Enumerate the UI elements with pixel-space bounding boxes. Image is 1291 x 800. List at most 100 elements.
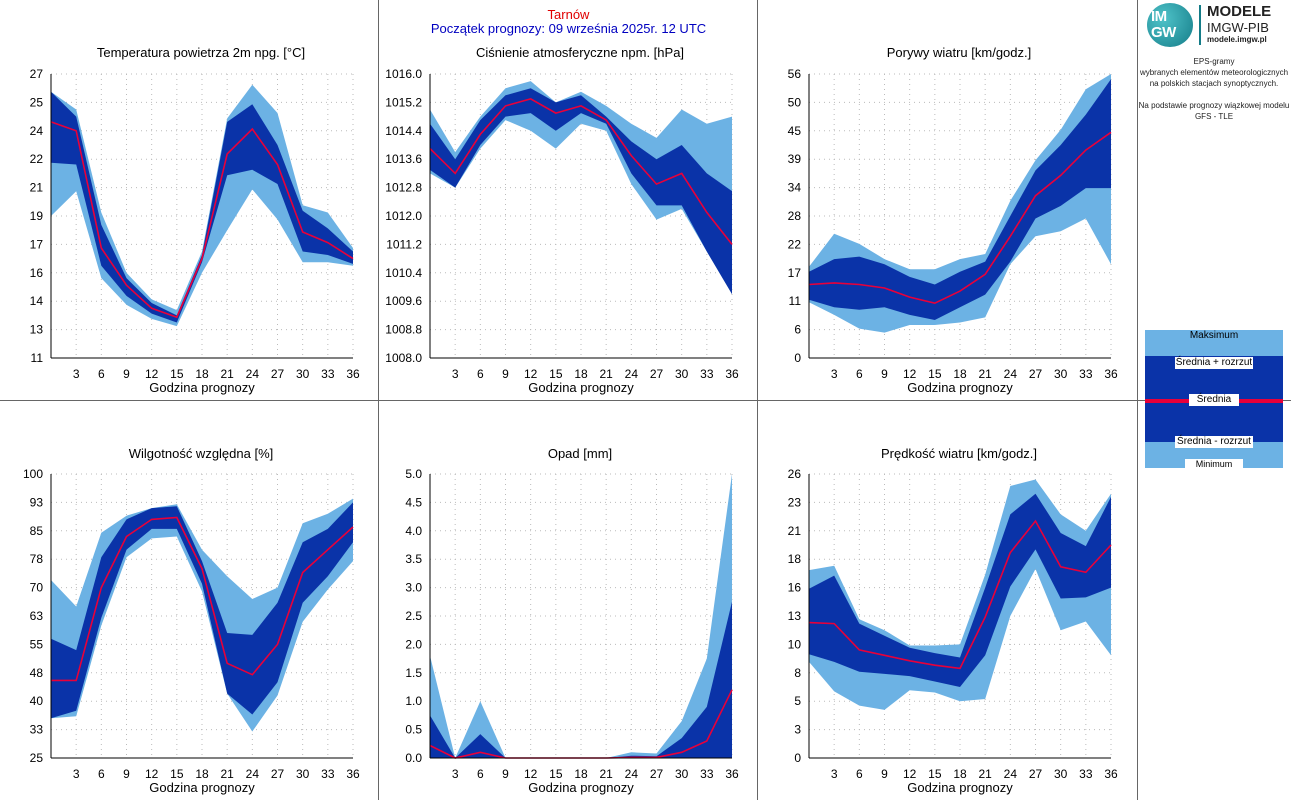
y-tick-label: 70 bbox=[30, 581, 44, 595]
x-tick-label: 18 bbox=[574, 367, 588, 381]
band-mean-spread bbox=[51, 91, 353, 323]
y-tick-label: 17 bbox=[788, 266, 802, 280]
mean-line bbox=[51, 516, 354, 682]
y-tick-label: 5.0 bbox=[405, 467, 422, 481]
chart-title: Opad [mm] bbox=[548, 446, 612, 461]
y-tick-label: 22 bbox=[788, 237, 802, 251]
x-tick-label: 36 bbox=[1104, 767, 1118, 781]
x-tick-label: 15 bbox=[170, 767, 184, 781]
legend-label-min: Minimum bbox=[1185, 459, 1243, 469]
y-tick-label: 17 bbox=[30, 237, 44, 251]
x-tick-label: 3 bbox=[452, 367, 459, 381]
x-tick-label: 18 bbox=[953, 367, 967, 381]
x-tick-label: 27 bbox=[650, 767, 664, 781]
band-mean-spread bbox=[51, 502, 353, 719]
x-tick-label: 21 bbox=[599, 767, 613, 781]
x-tick-label: 6 bbox=[477, 367, 484, 381]
y-tick-label: 0.5 bbox=[405, 723, 422, 737]
forecast-start: Początek prognozy: 09 września 2025r. 12… bbox=[430, 21, 707, 36]
x-tick-label: 9 bbox=[502, 367, 509, 381]
legend-label-max: Maksimum bbox=[1145, 330, 1283, 342]
x-tick-label: 6 bbox=[856, 367, 863, 381]
y-tick-label: 23 bbox=[788, 495, 802, 509]
x-axis-label: Godzina prognozy bbox=[149, 780, 255, 795]
y-tick-label: 1011.2 bbox=[386, 237, 422, 251]
y-tick-label: 85 bbox=[30, 524, 44, 538]
x-tick-label: 27 bbox=[271, 767, 285, 781]
x-tick-label: 15 bbox=[549, 767, 563, 781]
band-mean-spread bbox=[809, 79, 1111, 320]
y-tick-label: 2.0 bbox=[405, 637, 422, 651]
x-tick-label: 30 bbox=[675, 367, 689, 381]
x-tick-label: 3 bbox=[73, 767, 80, 781]
mean-line bbox=[50, 121, 354, 319]
x-tick-label: 21 bbox=[978, 367, 992, 381]
x-tick-label: 36 bbox=[346, 767, 360, 781]
brand-imgw: IMGW-PIB bbox=[1207, 20, 1269, 35]
x-tick-label: 36 bbox=[346, 367, 360, 381]
y-tick-label: 21 bbox=[788, 524, 802, 538]
imgw-logo[interactable]: IM GW MODELE IMGW-PIB modele.imgw.pl bbox=[1145, 3, 1285, 47]
x-tick-label: 24 bbox=[246, 367, 260, 381]
chart-title: Prędkość wiatru [km/godz.] bbox=[881, 446, 1037, 461]
chart-title: Temperatura powietrza 2m npg. [°C] bbox=[97, 45, 305, 60]
y-tick-label: 1.5 bbox=[405, 666, 422, 680]
x-tick-label: 9 bbox=[502, 767, 509, 781]
x-tick-label: 6 bbox=[98, 767, 105, 781]
x-tick-label: 24 bbox=[1004, 767, 1018, 781]
y-tick-label: 18 bbox=[788, 552, 802, 566]
logo-emblem bbox=[1147, 3, 1193, 47]
legend-label-mean: Średnia bbox=[1189, 394, 1239, 406]
x-tick-label: 15 bbox=[549, 367, 563, 381]
x-tick-label: 36 bbox=[725, 367, 739, 381]
x-tick-label: 12 bbox=[145, 367, 159, 381]
x-tick-label: 27 bbox=[650, 367, 664, 381]
x-tick-label: 21 bbox=[599, 367, 613, 381]
chart-pressure: Ciśnienie atmosferyczne npm. [hPa] 1008.0… bbox=[385, 45, 739, 395]
y-tick-label: 1012.8 bbox=[385, 181, 422, 195]
y-tick-label: 3.5 bbox=[405, 552, 422, 566]
x-tick-label: 18 bbox=[574, 767, 588, 781]
x-tick-label: 30 bbox=[1054, 367, 1068, 381]
x-tick-label: 12 bbox=[903, 367, 917, 381]
legend-label-mean-plus: Średnia + rozrzut bbox=[1175, 357, 1253, 369]
x-tick-label: 18 bbox=[195, 367, 209, 381]
y-tick-label: 63 bbox=[30, 609, 44, 623]
brand-url[interactable]: modele.imgw.pl bbox=[1207, 35, 1267, 44]
side-text-1: EPS-gramy bbox=[1193, 57, 1235, 66]
y-tick-label: 48 bbox=[30, 666, 44, 680]
x-tick-label: 27 bbox=[1029, 767, 1043, 781]
side-text-4: Na podstawie prognozy wiązkowej modelu bbox=[1138, 101, 1290, 110]
x-tick-label: 21 bbox=[220, 767, 234, 781]
x-tick-label: 24 bbox=[625, 367, 639, 381]
x-tick-label: 15 bbox=[170, 367, 184, 381]
y-tick-label: 19 bbox=[30, 209, 44, 223]
y-tick-label: 39 bbox=[788, 152, 802, 166]
x-tick-label: 36 bbox=[1104, 367, 1118, 381]
x-tick-label: 18 bbox=[195, 767, 209, 781]
x-tick-label: 9 bbox=[123, 367, 130, 381]
y-tick-label: 93 bbox=[30, 495, 44, 509]
x-tick-label: 9 bbox=[881, 367, 888, 381]
x-tick-label: 9 bbox=[881, 767, 888, 781]
x-tick-label: 3 bbox=[831, 367, 838, 381]
y-tick-label: 25 bbox=[30, 95, 44, 109]
y-tick-label: 13 bbox=[788, 609, 802, 623]
y-tick-label: 1016.0 bbox=[385, 67, 422, 81]
x-tick-label: 33 bbox=[1079, 367, 1093, 381]
mean-line bbox=[429, 98, 733, 245]
y-tick-label: 1008.0 bbox=[385, 351, 422, 365]
chart-wind-speed: Prędkość wiatru [km/godz.] 0 3 5 8 10 13 16 18 21… bbox=[788, 446, 1118, 795]
side-text-2: wybranych elementów meteorologicznych bbox=[1139, 68, 1289, 77]
x-tick-label: 33 bbox=[1079, 767, 1093, 781]
y-tick-label: 50 bbox=[788, 95, 802, 109]
y-tick-label: 78 bbox=[30, 552, 44, 566]
x-tick-label: 30 bbox=[1054, 767, 1068, 781]
y-tick-label: 3.0 bbox=[405, 581, 422, 595]
y-tick-label: 1014.4 bbox=[385, 124, 422, 138]
legend: Maksimum Średnia + rozrzut Średnia Średn… bbox=[1145, 330, 1283, 469]
y-tick-label: 100 bbox=[23, 467, 43, 481]
x-tick-label: 33 bbox=[700, 767, 714, 781]
y-tick-label: 28 bbox=[788, 209, 802, 223]
x-tick-label: 15 bbox=[928, 367, 942, 381]
